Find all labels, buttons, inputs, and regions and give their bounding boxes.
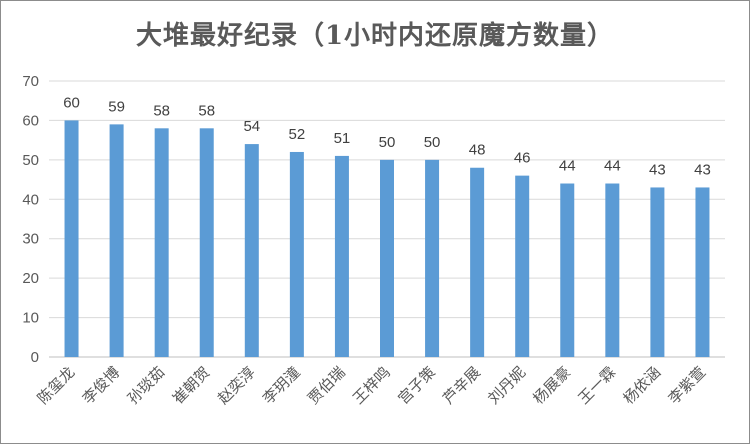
bar xyxy=(560,183,575,357)
data-label: 43 xyxy=(694,161,711,178)
bar xyxy=(334,155,349,357)
data-label: 50 xyxy=(379,134,396,151)
data-label: 43 xyxy=(649,161,666,178)
data-label: 44 xyxy=(559,158,576,175)
x-category-label: 孙琰茹 xyxy=(124,363,169,408)
x-category-label: 赵奕淳 xyxy=(214,363,259,408)
x-category-label: 王一霖 xyxy=(575,363,620,408)
y-tick-label: 0 xyxy=(31,349,39,366)
x-category-label: 李俊博 xyxy=(79,363,124,408)
bar xyxy=(650,187,665,357)
x-category-label: 李紫萱 xyxy=(665,363,710,408)
y-tick-label: 50 xyxy=(22,152,39,169)
y-tick-label: 40 xyxy=(22,191,39,208)
bar xyxy=(425,159,440,357)
x-category-label: 贾伯瑞 xyxy=(304,363,349,408)
data-label: 48 xyxy=(469,142,486,159)
x-category-label: 李玥潼 xyxy=(259,363,304,408)
x-category-label: 王梓鸣 xyxy=(349,363,394,408)
data-label: 44 xyxy=(604,158,621,175)
data-label: 52 xyxy=(289,126,306,143)
y-tick-label: 10 xyxy=(22,310,39,327)
chart-title: 大堆最好纪录（1小时内还原魔方数量） xyxy=(135,21,615,51)
y-tick-label: 70 xyxy=(22,73,39,90)
bar xyxy=(289,151,304,357)
x-category-label: 陈玺龙 xyxy=(34,363,79,408)
x-category-label: 芦辛展 xyxy=(439,363,484,408)
bar xyxy=(515,175,530,357)
bar xyxy=(154,128,169,357)
bar xyxy=(109,124,124,357)
data-label: 50 xyxy=(424,134,441,151)
data-label: 54 xyxy=(243,118,260,135)
x-category-label: 刘丹妮 xyxy=(484,363,529,408)
bar xyxy=(244,144,259,357)
bar xyxy=(470,167,485,357)
data-label: 58 xyxy=(198,102,215,119)
x-category-label: 杨依涵 xyxy=(620,363,665,408)
x-category-label: 杨展豪 xyxy=(530,363,575,408)
bar xyxy=(199,128,214,357)
y-tick-label: 30 xyxy=(22,231,39,248)
data-label: 58 xyxy=(153,102,170,119)
data-label: 60 xyxy=(63,94,80,111)
y-tick-label: 60 xyxy=(22,112,39,129)
bar xyxy=(64,120,79,357)
y-tick-label: 20 xyxy=(22,270,39,287)
bar xyxy=(695,187,710,357)
data-label: 46 xyxy=(514,150,531,167)
x-category-label: 宫子策 xyxy=(394,363,439,408)
data-label: 59 xyxy=(108,98,125,115)
data-label: 51 xyxy=(334,130,351,147)
x-category-label: 崔朝贺 xyxy=(169,363,214,408)
bar xyxy=(605,183,620,357)
bar xyxy=(380,159,394,357)
